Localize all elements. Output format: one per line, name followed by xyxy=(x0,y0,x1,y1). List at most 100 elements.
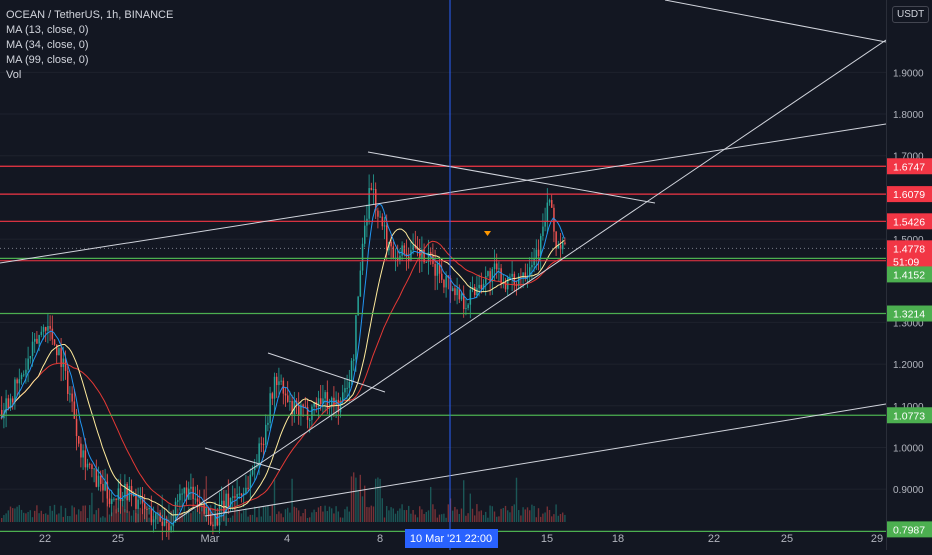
candle-body xyxy=(361,243,364,271)
candle-body xyxy=(51,328,54,340)
volume-bar xyxy=(500,508,502,522)
volume-bar xyxy=(80,511,82,522)
currency-button[interactable]: USDT xyxy=(892,6,930,23)
volume-bar xyxy=(531,504,533,522)
candle-body xyxy=(45,327,47,331)
candle-body xyxy=(124,483,126,499)
candle-body xyxy=(130,486,133,496)
candle-body xyxy=(185,487,188,500)
volume-bar xyxy=(221,514,223,522)
candle-body xyxy=(183,487,186,494)
volume-bar xyxy=(47,514,49,522)
symbol-title[interactable]: OCEAN / TetherUS, 1h, BINANCE xyxy=(6,9,174,21)
volume-bar xyxy=(126,510,128,522)
ma13-legend[interactable]: MA (13, close, 0) xyxy=(6,24,89,36)
volume-bar xyxy=(199,511,201,522)
volume-bar xyxy=(201,504,203,522)
volume-bar xyxy=(511,506,513,522)
trend-line xyxy=(204,403,887,517)
candle-body xyxy=(14,379,16,403)
candle-body xyxy=(157,512,159,514)
candle-body xyxy=(49,326,51,329)
candle-body xyxy=(482,283,485,290)
x-tick-label: 8 xyxy=(377,533,383,545)
candle-body xyxy=(12,398,14,403)
candle-body xyxy=(122,498,124,502)
volume-bar xyxy=(243,510,245,522)
candle-body xyxy=(555,231,557,249)
candle-body xyxy=(23,374,25,376)
candle-body xyxy=(106,481,109,499)
volume-bar xyxy=(247,516,249,522)
candle-body xyxy=(423,249,425,263)
volume-bar xyxy=(229,517,232,522)
volume-bar xyxy=(234,508,236,522)
candle-body xyxy=(390,241,392,247)
ma99-legend[interactable]: MA (99, close, 0) xyxy=(6,54,89,66)
volume-bar xyxy=(467,513,469,522)
candle-body xyxy=(3,413,5,419)
candle-body xyxy=(375,188,377,211)
candle-body xyxy=(353,359,355,361)
volume-bar xyxy=(20,509,23,522)
price-axis-labels: 1.90001.80001.70001.50001.30001.20001.10… xyxy=(887,68,932,538)
volume-bar xyxy=(317,507,320,522)
volume-bar xyxy=(342,517,344,522)
candle-body xyxy=(93,468,95,470)
candle-body xyxy=(460,293,463,300)
candle-body xyxy=(403,245,406,254)
volume-bar xyxy=(355,477,357,522)
volume-bar xyxy=(324,505,326,522)
volume-bar xyxy=(139,507,141,522)
volume-bar xyxy=(551,516,553,522)
candle-body xyxy=(256,466,258,468)
volume-bar xyxy=(485,511,487,522)
candle-body xyxy=(16,379,18,384)
volume-bar xyxy=(89,505,91,522)
candle-body xyxy=(205,508,208,514)
volume-bar xyxy=(313,509,315,522)
volume-bar xyxy=(306,517,309,522)
volume-bar xyxy=(399,508,401,522)
volume-bar xyxy=(434,509,436,522)
candle-body xyxy=(454,288,456,296)
volume-bar xyxy=(432,504,434,522)
candle-body xyxy=(229,497,232,509)
volume-bar xyxy=(548,509,551,522)
candle-body xyxy=(210,515,212,525)
volume-bar xyxy=(476,504,478,522)
price-axis[interactable]: 1.90001.80001.70001.50001.30001.20001.10… xyxy=(886,0,932,550)
candle-body xyxy=(412,244,414,251)
volume-bar xyxy=(298,510,300,522)
candle-body xyxy=(179,493,181,501)
chart-area[interactable]: 22 25 Mar 4 8 15 18 22 25 29 10 Mar '21 22:00 xyxy=(0,0,887,550)
volume-bar xyxy=(16,506,18,522)
volume-bar xyxy=(284,509,287,522)
candle-body xyxy=(117,488,120,500)
candle-body xyxy=(5,398,7,414)
price-chart[interactable]: 22 25 Mar 4 8 15 18 22 25 29 10 Mar '21 22:00 xyxy=(0,0,887,550)
volume-bar xyxy=(469,493,471,522)
candle-body xyxy=(496,263,498,270)
trend-line xyxy=(204,447,281,471)
candle-body xyxy=(273,376,276,399)
volume-bar xyxy=(192,511,194,522)
volume-bar xyxy=(227,517,229,522)
candle-body xyxy=(91,464,93,469)
volume-bar xyxy=(412,510,414,522)
volume-bar xyxy=(392,508,394,522)
volume-legend[interactable]: Vol xyxy=(6,69,22,81)
volume-bar xyxy=(240,513,243,522)
candle-body xyxy=(234,496,236,498)
candle-body xyxy=(278,381,280,386)
volume-bar xyxy=(394,513,397,522)
x-tick-label: 18 xyxy=(612,533,624,545)
volume-bar xyxy=(232,515,234,522)
ma34-legend[interactable]: MA (34, close, 0) xyxy=(6,39,89,51)
volume-bar xyxy=(535,517,537,522)
volume-bar xyxy=(372,506,375,522)
volume-bar xyxy=(86,517,89,522)
volume-bar xyxy=(311,512,313,522)
volume-bar xyxy=(23,512,25,522)
volume-bar xyxy=(75,514,78,522)
